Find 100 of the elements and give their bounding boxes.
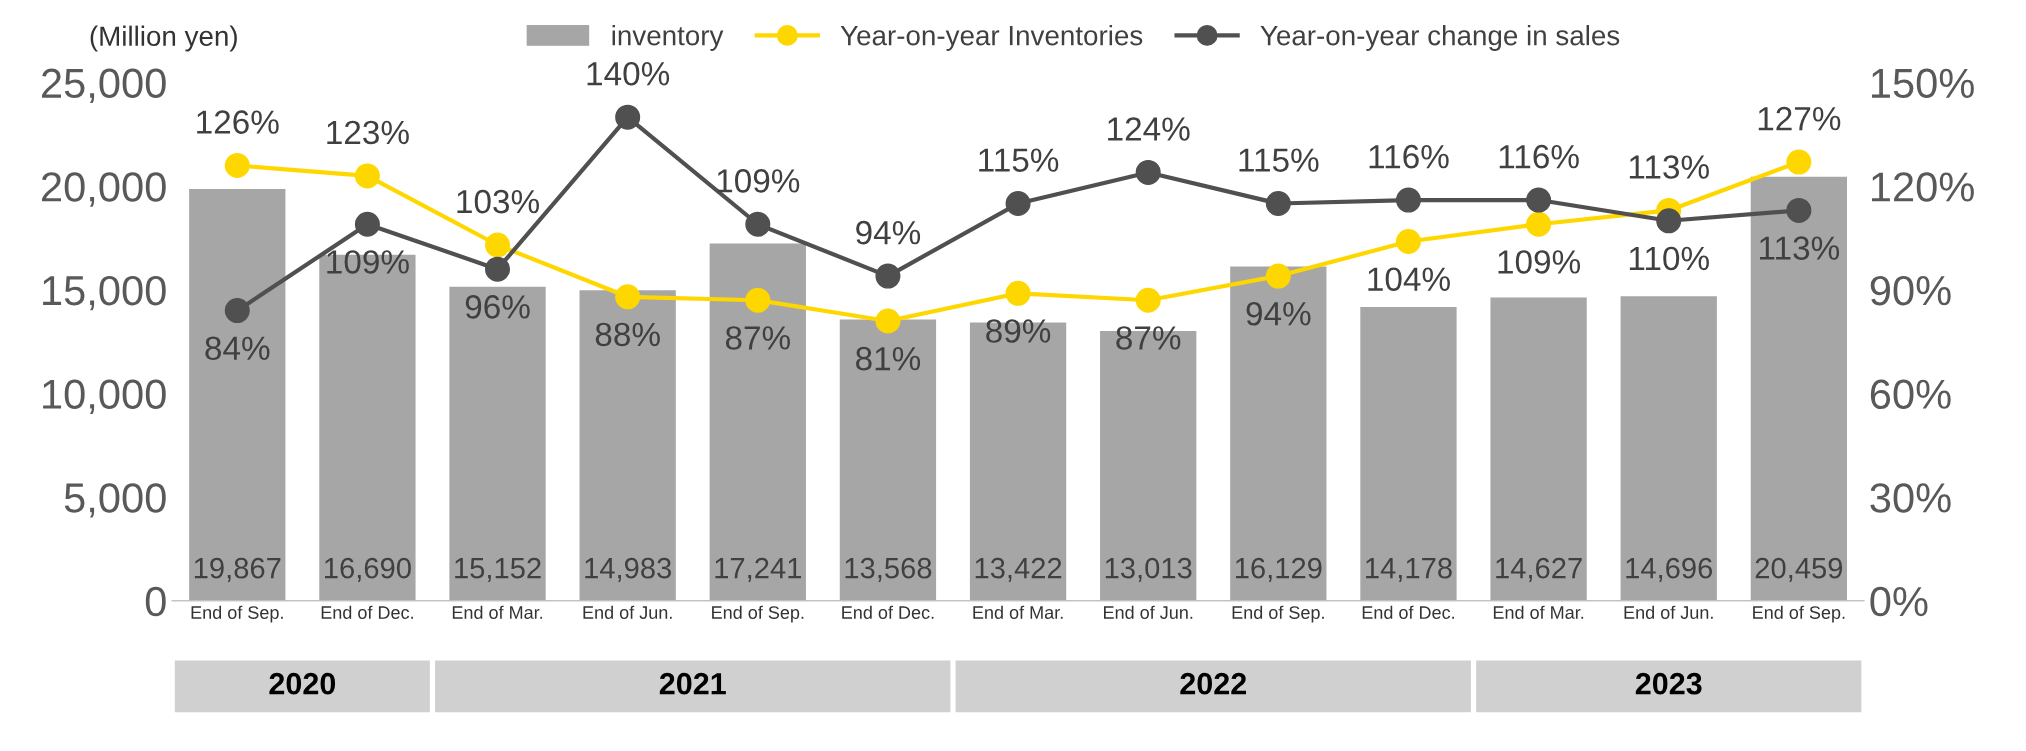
data-label: 84% [205,336,270,361]
point [224,153,250,179]
data-label: 116% [1369,144,1449,169]
bar [189,189,286,601]
data-label: 16,129 [1235,557,1322,582]
text: 2021 [659,672,726,695]
x-tick-label: End of Sep. [191,605,283,623]
point [485,232,511,258]
y-tick-label: 20,000 [42,172,166,207]
y-tick-label: 25,000 [42,68,166,104]
point [615,284,641,310]
data-label: 104% [1368,267,1450,292]
data-label: 14,178 [1366,557,1452,582]
legend-label: Year-on-year change in sales [1260,25,1620,51]
data-label: 13,568 [845,557,932,582]
x-tick-label: End of Dec. [842,605,934,619]
y2-tick-label: 120% [1871,172,1974,202]
point [1265,191,1291,217]
data-label: 87% [1116,326,1181,350]
data-label: 15,152 [455,557,541,582]
point [615,104,641,130]
data-label: 113% [1629,155,1709,179]
point [875,263,901,289]
point [745,211,771,237]
data-label: 127% [1758,106,1841,131]
y-tick-label: 15,000 [43,275,166,311]
bar [449,286,546,601]
data-label: 110% [1629,246,1709,271]
point [354,211,380,237]
x-tick-label: End of Jun. [1624,605,1713,619]
legend-label: Year-on-year Inventories [840,25,1143,51]
bar [839,319,937,601]
y-tick-label: 10,000 [43,379,166,414]
point [1005,191,1031,217]
x-tick-label: End of Dec. [321,605,413,619]
bar [579,290,676,601]
data-label: 14,627 [1496,557,1582,582]
y-axis-title: (Million yen) [90,25,237,52]
y2-tick-label: 150% [1871,68,1974,99]
data-label: 19,867 [194,557,281,582]
point [875,308,901,334]
y2-tick-label: 60% [1870,379,1951,410]
point [745,287,771,313]
point [1786,149,1812,175]
point [1656,208,1682,234]
point [224,298,250,324]
x-tick-label: End of Sep. [712,605,804,623]
y-tick-label: 5,000 [64,483,166,518]
data-label: 17,241 [715,557,801,582]
point [1395,229,1421,255]
text: 2020 [269,672,336,695]
bar [709,243,806,601]
data-label: 20,459 [1755,557,1843,582]
data-label: 96% [465,295,530,319]
point [1005,280,1031,306]
point [1265,263,1291,289]
x-tick-label: End of Jun. [583,605,672,619]
y2-tick-label: 0% [1870,586,1928,617]
data-label: 113% [1760,236,1840,260]
data-label: 124% [1108,117,1190,141]
x-tick-label: End of Sep. [1753,605,1845,623]
bar [1620,296,1717,601]
data-label: 88% [595,322,660,347]
point [1135,287,1161,313]
text: 2022 [1180,672,1247,695]
point [1135,159,1161,185]
data-label: 115% [1239,148,1319,172]
point [485,256,511,282]
point [1395,187,1421,213]
point [1526,187,1552,213]
x-tick-label: End of Mar. [452,605,543,619]
data-label: 94% [856,220,921,245]
x-tick-label: End of Mar. [1493,605,1584,619]
data-label: 123% [327,120,409,145]
point [354,163,380,189]
y2-tick-label: 90% [1870,275,1951,306]
data-label: 126% [197,110,279,134]
bar [1490,297,1587,601]
data-label: 94% [1246,301,1311,326]
data-label: 14,983 [585,557,671,582]
data-label: 109% [1498,250,1581,274]
text: 2023 [1635,672,1702,695]
data-label: 109% [717,169,800,193]
data-label: 14,696 [1626,557,1713,582]
point [1526,211,1552,237]
y-tick-label: 0 [145,586,166,617]
bar [1230,266,1327,601]
data-label: 81% [856,346,921,371]
data-label: 13,013 [1105,557,1192,582]
data-label: 140% [587,61,670,86]
x-tick-label: End of Sep. [1232,605,1324,623]
point [1786,197,1812,223]
data-label: 16,690 [325,557,411,582]
data-label: 89% [986,319,1051,343]
x-tick-label: End of Mar. [973,605,1063,619]
data-label: 87% [725,326,790,350]
data-label: 13,422 [975,557,1062,582]
data-label: 116% [1499,144,1579,169]
x-tick-label: End of Jun. [1104,605,1193,619]
data-label: 103% [457,189,539,214]
